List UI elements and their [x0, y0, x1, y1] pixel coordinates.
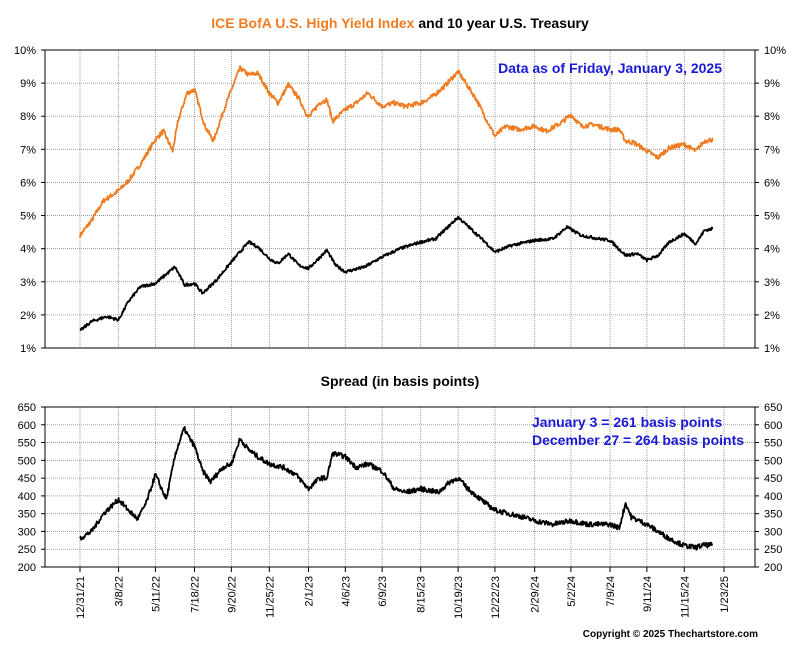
bottom-y-tick-right: 550	[764, 438, 782, 450]
top-y-tick-right: 1%	[764, 343, 780, 355]
top-y-tick-left: 5%	[20, 211, 36, 223]
bottom-y-tick-right: 650	[764, 402, 782, 414]
spread-title: Spread (in basis points)	[321, 373, 480, 389]
bottom-y-tick-right: 400	[764, 491, 782, 503]
x-tick-label: 7/9/24	[605, 576, 617, 607]
high-yield-series-line	[79, 65, 714, 238]
top-panel-grid	[45, 50, 755, 348]
x-tick-label: 12/31/21	[75, 576, 87, 619]
title-high-yield: ICE BofA U.S. High Yield Index	[211, 15, 414, 31]
bottom-y-tick-left: 350	[18, 509, 36, 521]
x-tick-label: 5/11/22	[150, 576, 162, 612]
top-y-tick-left: 4%	[20, 244, 36, 256]
bottom-y-tick-right: 250	[764, 544, 782, 556]
top-y-tick-left: 9%	[20, 78, 36, 90]
x-tick-label: 1/23/25	[719, 576, 731, 613]
x-tick-label: 9/20/22	[226, 576, 238, 613]
spread-annotation-jan3: January 3 = 261 basis points	[532, 414, 722, 430]
bottom-y-tick-left: 450	[18, 473, 36, 485]
top-y-tick-right: 5%	[764, 211, 780, 223]
bottom-y-tick-right: 600	[764, 420, 782, 432]
top-y-tick-left: 1%	[20, 343, 36, 355]
x-axis: 12/31/21 3/8/22 5/11/22 7/18/22 9/20/22 11/25…	[75, 567, 731, 619]
top-y-tick-left: 6%	[20, 177, 36, 189]
bottom-y-axis-right: 200 250 300 350 400 450 500 550 600 650	[755, 402, 782, 574]
x-tick-label: 9/11/24	[642, 576, 654, 612]
x-tick-label: 4/6/23	[340, 576, 352, 607]
bottom-y-tick-left: 500	[18, 455, 36, 467]
bottom-y-tick-left: 400	[18, 491, 36, 503]
bottom-y-tick-left: 250	[18, 544, 36, 556]
top-y-tick-right: 2%	[764, 310, 780, 322]
bottom-y-tick-left: 550	[18, 438, 36, 450]
top-y-tick-left: 10%	[14, 45, 36, 57]
top-y-tick-right: 6%	[764, 177, 780, 189]
top-y-tick-left: 8%	[20, 111, 36, 123]
bottom-y-tick-left: 200	[18, 562, 36, 574]
top-y-tick-left: 7%	[20, 144, 36, 156]
top-panel-frame	[44, 49, 756, 349]
bottom-panel-grid	[45, 407, 755, 567]
top-y-tick-left: 3%	[20, 277, 36, 289]
data-date-note: Data as of Friday, January 3, 2025	[498, 60, 722, 76]
bottom-y-tick-right: 500	[764, 455, 782, 467]
title-treasury: and 10 year U.S. Treasury	[414, 15, 589, 31]
bottom-y-tick-left: 300	[18, 526, 36, 538]
top-y-tick-left: 2%	[20, 310, 36, 322]
bottom-panel-frame	[44, 406, 756, 568]
top-y-tick-right: 4%	[764, 244, 780, 256]
top-y-axis-left: 1% 2% 3% 4% 5% 6% 7% 8% 9% 10%	[14, 45, 45, 355]
bottom-y-tick-right: 300	[764, 526, 782, 538]
spread-annotation-dec27: December 27 = 264 basis points	[532, 432, 744, 448]
x-tick-label: 8/15/23	[416, 576, 428, 613]
bottom-y-tick-right: 200	[764, 562, 782, 574]
top-y-tick-right: 7%	[764, 144, 780, 156]
treasury-series-line	[79, 215, 714, 332]
x-tick-label: 12/22/23	[490, 576, 502, 619]
x-tick-label: 2/1/23	[303, 576, 315, 607]
bottom-y-axis-left: 200 250 300 350 400 450 500 550 600 650	[18, 402, 45, 574]
x-tick-label: 6/9/23	[377, 576, 389, 607]
top-y-tick-right: 10%	[764, 45, 786, 57]
bottom-y-tick-left: 650	[18, 402, 36, 414]
top-y-tick-right: 3%	[764, 277, 780, 289]
x-tick-label: 10/19/23	[453, 576, 465, 619]
chart-title: ICE BofA U.S. High Yield Index and 10 ye…	[211, 15, 589, 31]
spread-series-line	[79, 426, 714, 551]
top-y-axis-right: 1% 2% 3% 4% 5% 6% 7% 8% 9% 10%	[755, 45, 786, 355]
x-tick-label: 5/2/24	[566, 576, 578, 607]
top-y-tick-right: 8%	[764, 111, 780, 123]
bottom-y-tick-left: 600	[18, 420, 36, 432]
x-tick-label: 2/29/24	[530, 576, 542, 613]
x-tick-label: 3/8/22	[114, 576, 126, 607]
top-y-tick-right: 9%	[764, 78, 780, 90]
bottom-y-tick-right: 350	[764, 509, 782, 521]
x-tick-label: 7/18/22	[190, 576, 202, 613]
bottom-y-tick-right: 450	[764, 473, 782, 485]
x-tick-label: 11/25/22	[264, 576, 276, 618]
x-tick-label: 11/15/24	[679, 576, 691, 618]
copyright-text: Copyright © 2025 Thechartstore.com	[583, 629, 758, 640]
